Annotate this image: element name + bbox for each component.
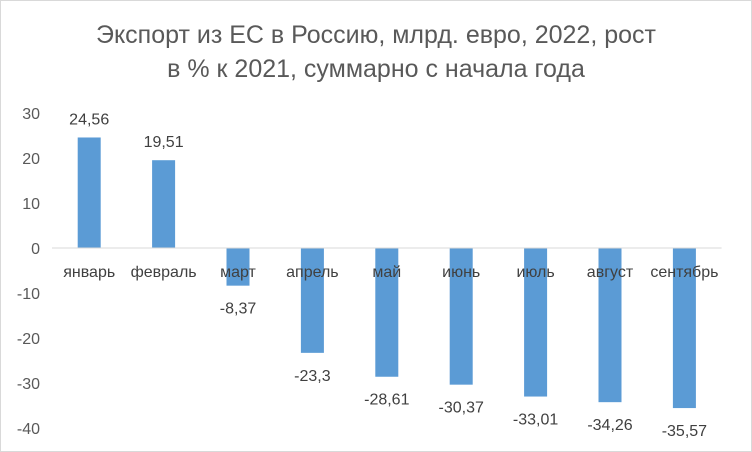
x-tick-label: февраль (131, 264, 197, 281)
bar (672, 248, 696, 409)
bar (300, 248, 324, 353)
bar (524, 248, 548, 397)
data-label: -8,37 (220, 301, 257, 318)
data-label: -33,01 (513, 412, 558, 429)
x-tick-label: март (220, 264, 256, 281)
data-label: -30,37 (439, 400, 484, 417)
y-tick-label: 0 (31, 241, 40, 258)
bar (375, 248, 399, 377)
data-label: -35,57 (662, 423, 707, 440)
bar (226, 248, 250, 286)
bar (77, 137, 101, 248)
data-label: -34,26 (587, 417, 632, 434)
chart-title: Экспорт из ЕС в Россию, млрд. евро, 2022… (0, 18, 752, 86)
x-tick-label: сентябрь (650, 264, 718, 281)
y-tick-label: 30 (22, 106, 40, 123)
x-tick-label: июнь (442, 264, 480, 281)
y-tick-label: -30 (17, 376, 40, 393)
x-tick-label: май (372, 264, 401, 281)
x-tick-label: январь (63, 264, 115, 281)
x-tick-label: июль (516, 264, 554, 281)
chart-title-line-2: в % к 2021, суммарно с начала года (167, 55, 585, 83)
chart-title-line-1: Экспорт из ЕС в Россию, млрд. евро, 2022… (96, 21, 656, 49)
bar (152, 160, 176, 248)
x-tick-label: август (587, 264, 634, 281)
y-tick-label: -10 (17, 286, 40, 303)
data-label: -28,61 (364, 392, 409, 409)
y-tick-label: -20 (17, 331, 40, 348)
y-tick-label: 20 (22, 151, 40, 168)
bar (598, 248, 622, 403)
x-tick-label: апрель (286, 264, 339, 281)
bar (449, 248, 473, 385)
data-label: 24,56 (69, 111, 109, 128)
data-label: 19,51 (144, 134, 184, 151)
y-tick-label: 10 (22, 196, 40, 213)
y-tick-label: -40 (17, 421, 40, 438)
data-label: -23,3 (294, 368, 331, 385)
